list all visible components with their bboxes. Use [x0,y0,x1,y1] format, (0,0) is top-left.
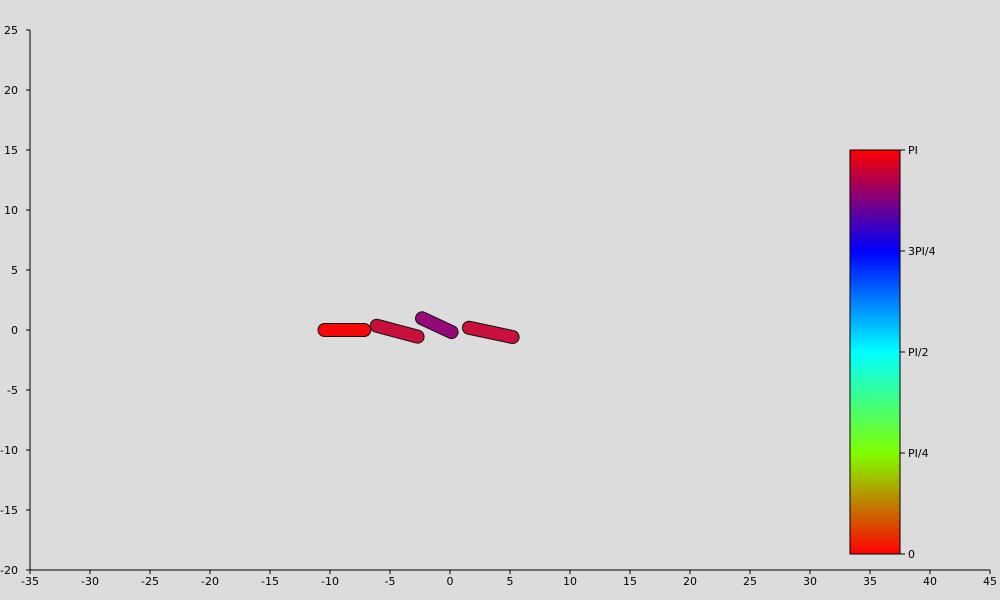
colorbar-tick-label: PI/4 [908,447,929,460]
y-tick-label: -10 [0,444,18,457]
colorbar-gradient [849,149,901,555]
y-tick-label: -5 [7,384,18,397]
x-tick-label: 25 [743,575,757,588]
x-tick-label: 30 [803,575,817,588]
colorbar-tick-label: 0 [908,548,915,561]
x-tick-label: 5 [507,575,514,588]
y-tick-label: 0 [11,324,18,337]
y-tick-label: -15 [0,504,18,517]
colorbar-tick-label: 3PI/4 [908,245,936,258]
rods-layer [317,311,520,345]
x-tick-label: -25 [141,575,159,588]
x-tick-label: 35 [863,575,877,588]
x-tick-label: 45 [983,575,997,588]
x-tick-label: 0 [447,575,454,588]
rod-particle [415,311,459,340]
x-tick-label: -10 [321,575,339,588]
x-tick-label: -5 [385,575,396,588]
colorbar-tick-label: PI [908,144,918,157]
y-tick-label: 25 [4,24,18,37]
y-tick-label: -20 [0,564,18,577]
x-tick-label: -35 [21,575,39,588]
rod-particle [369,318,425,344]
y-tick-label: 15 [4,144,18,157]
x-tick-label: -15 [261,575,279,588]
colorbar-tick-label: PI/2 [908,346,929,359]
axes: -35 -30 -25 -20 -15 -10 -5 0 5 10 15 20 25 30 35 40 45 25… [0,24,997,588]
y-tick-label: 5 [11,264,18,277]
y-tick-label: 10 [4,204,18,217]
rod-particle [317,323,372,337]
x-tick-label: -30 [81,575,99,588]
colorbar: 0 PI/4 PI/2 3PI/4 PI [849,144,936,561]
y-tick-label: 20 [4,84,18,97]
x-tick-label: -20 [201,575,219,588]
x-tick-label: 40 [923,575,937,588]
rod-particle [461,320,520,345]
x-tick-label: 15 [623,575,637,588]
x-tick-label: 10 [563,575,577,588]
x-tick-label: 20 [683,575,697,588]
